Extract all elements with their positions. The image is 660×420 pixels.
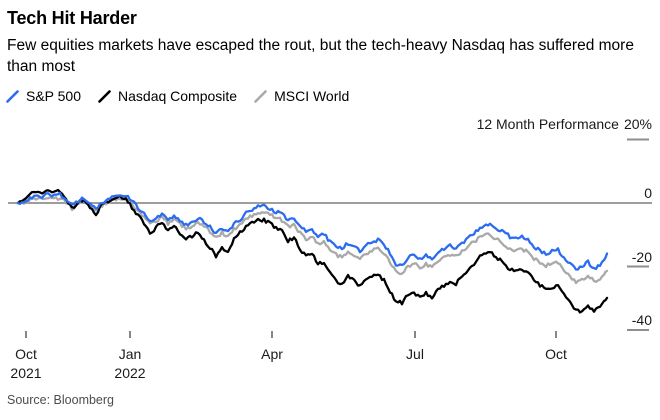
source-note: Source: Bloomberg xyxy=(7,393,115,407)
x-tick-label: Oct xyxy=(545,346,567,362)
x-tick-label: Jul xyxy=(406,346,424,362)
legend-item-label: MSCI World xyxy=(274,88,350,104)
y-tick-label: -40 xyxy=(631,312,652,328)
legend-item: MSCI World xyxy=(254,88,349,104)
legend-slash-icon xyxy=(254,89,267,103)
legend-slash-icon xyxy=(6,89,19,103)
legend-item-label: Nasdaq Composite xyxy=(118,88,238,104)
legend-slash-icon xyxy=(98,89,111,103)
legend-item-label: S&P 500 xyxy=(26,88,82,104)
y-tick-label: 0 xyxy=(644,185,652,201)
x-tick-label: Apr xyxy=(261,346,283,362)
page-title: Tech Hit Harder xyxy=(7,8,137,28)
x-tick-year: 2022 xyxy=(114,365,146,381)
x-tick-label: Oct 2021 xyxy=(10,346,42,381)
y-tick-label: -20 xyxy=(631,248,652,265)
legend-item: S&P 500 xyxy=(6,88,81,104)
y-axis-top-tick-label: 20% xyxy=(623,116,652,132)
x-tick-year: 2021 xyxy=(10,365,42,381)
x-tick-label: Jan 2022 xyxy=(114,346,146,381)
series-line-s-p-500 xyxy=(16,191,609,271)
series-line-msci-world xyxy=(16,196,609,285)
legend: S&P 500 Nasdaq Composite MSCI World xyxy=(6,88,349,104)
legend-item: Nasdaq Composite xyxy=(98,88,237,104)
series-line-nasdaq-composite xyxy=(16,188,609,314)
page-subtitle: Few equities markets have escaped the ro… xyxy=(7,37,634,75)
y-axis-title-row: 12 Month Performance 20% xyxy=(477,116,652,132)
y-axis-title: 12 Month Performance xyxy=(476,116,619,132)
